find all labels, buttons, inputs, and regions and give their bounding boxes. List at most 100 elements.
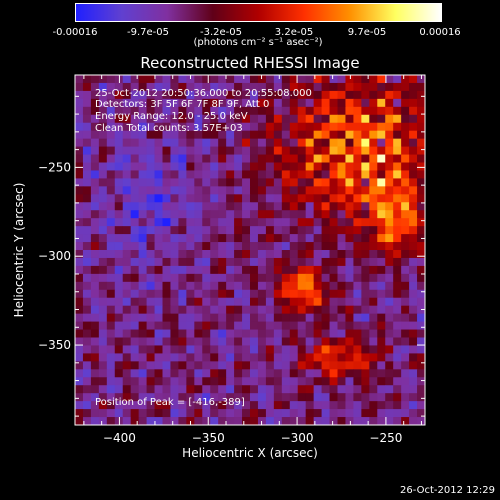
heatmap-cell bbox=[329, 130, 338, 140]
heatmap-cell bbox=[210, 186, 219, 195]
heatmap-cell bbox=[98, 257, 108, 267]
heatmap-cell bbox=[194, 353, 203, 362]
heatmap-cell bbox=[361, 162, 370, 171]
heatmap-cell bbox=[194, 202, 203, 211]
heatmap-cell bbox=[345, 154, 354, 163]
heatmap-cell bbox=[162, 289, 171, 299]
heatmap-cell bbox=[98, 138, 108, 147]
heatmap-cell bbox=[377, 250, 386, 259]
heatmap-cell bbox=[250, 377, 259, 386]
heatmap-cell bbox=[305, 417, 315, 426]
heatmap-cell bbox=[194, 250, 203, 259]
heatmap-cell bbox=[162, 202, 171, 211]
heatmap-cell bbox=[393, 122, 402, 132]
heatmap-cell bbox=[250, 265, 259, 275]
heatmap-cell bbox=[75, 90, 84, 100]
heatmap-cell bbox=[353, 154, 362, 163]
heatmap-cell bbox=[289, 234, 299, 243]
heatmap-cell bbox=[130, 401, 140, 410]
heatmap-cell bbox=[82, 265, 92, 275]
heatmap-cell bbox=[401, 313, 410, 322]
heatmap-cell bbox=[194, 337, 203, 346]
heatmap-cell bbox=[337, 385, 346, 394]
heatmap-cell bbox=[265, 90, 275, 100]
heatmap-cell bbox=[210, 321, 219, 330]
heatmap-cell bbox=[401, 377, 410, 386]
x-tick-label: −250 bbox=[369, 431, 402, 445]
heatmap-cell bbox=[273, 154, 283, 163]
colorbar-tick: 0.00016 bbox=[419, 27, 461, 38]
heatmap-cell bbox=[401, 265, 410, 275]
heatmap-cell bbox=[138, 257, 147, 267]
heatmap-cell bbox=[186, 162, 195, 171]
heatmap-cell bbox=[98, 146, 108, 155]
heatmap-cell bbox=[313, 82, 322, 92]
heatmap-cell bbox=[329, 75, 338, 84]
heatmap-cell bbox=[234, 385, 243, 394]
heatmap-cell bbox=[417, 218, 426, 227]
heatmap-cell bbox=[170, 194, 179, 203]
heatmap-cell bbox=[82, 409, 92, 418]
heatmap-cell bbox=[90, 146, 100, 155]
heatmap-cell bbox=[329, 154, 338, 163]
heatmap-cell bbox=[385, 106, 394, 116]
heatmap-cell bbox=[353, 178, 362, 187]
heatmap-cell bbox=[154, 242, 163, 251]
heatmap-cell bbox=[257, 265, 267, 275]
heatmap-cell bbox=[90, 250, 100, 259]
x-tick-label: −350 bbox=[192, 431, 225, 445]
heatmap-cell bbox=[130, 186, 140, 195]
heatmap-cell bbox=[250, 329, 259, 338]
heatmap-cell bbox=[90, 194, 100, 203]
heatmap-cell bbox=[313, 361, 322, 370]
colorbar bbox=[75, 3, 442, 22]
heatmap-cell bbox=[361, 321, 370, 330]
heatmap-cell bbox=[154, 138, 163, 147]
heatmap-cell bbox=[98, 218, 108, 227]
heatmap-cell bbox=[218, 82, 227, 92]
heatmap-cell bbox=[409, 106, 418, 116]
heatmap-cell bbox=[417, 114, 426, 124]
heatmap-cell bbox=[194, 393, 203, 402]
heatmap-cell bbox=[202, 257, 211, 267]
heatmap-cell bbox=[82, 234, 92, 243]
plot-frame bbox=[74, 74, 426, 426]
heatmap-cell bbox=[138, 122, 147, 132]
heatmap-cell bbox=[353, 281, 362, 291]
heatmap-cell bbox=[297, 226, 307, 235]
heatmap-cell bbox=[162, 98, 171, 108]
heatmap-cell bbox=[321, 369, 330, 378]
heatmap-cell bbox=[130, 345, 140, 354]
heatmap-cell bbox=[146, 242, 155, 251]
heatmap-cell bbox=[353, 146, 362, 155]
heatmap-cell bbox=[202, 218, 211, 227]
heatmap-cell bbox=[162, 409, 171, 418]
heatmap-cell bbox=[122, 114, 132, 124]
heatmap-cell bbox=[273, 234, 283, 243]
heatmap-cell bbox=[186, 146, 195, 155]
heatmap-cell bbox=[130, 281, 140, 291]
heatmap-cell bbox=[226, 257, 235, 267]
heatmap-cell bbox=[114, 329, 124, 338]
heatmap-cell bbox=[305, 345, 315, 354]
heatmap-cell bbox=[409, 202, 418, 211]
heatmap-cell bbox=[234, 273, 243, 283]
heatmap-cell bbox=[265, 194, 275, 203]
heatmap-cell bbox=[210, 377, 219, 386]
heatmap-cell bbox=[75, 305, 84, 315]
heatmap-cell bbox=[210, 218, 219, 227]
heatmap-cell bbox=[257, 250, 267, 259]
heatmap-cell bbox=[417, 393, 426, 402]
heatmap-cell bbox=[178, 234, 187, 243]
heatmap-cell bbox=[305, 353, 315, 362]
heatmap-cell bbox=[162, 250, 171, 259]
heatmap-cell bbox=[273, 226, 283, 235]
heatmap-cell bbox=[377, 417, 386, 426]
heatmap-cell bbox=[122, 273, 132, 283]
heatmap-cell bbox=[194, 170, 203, 179]
heatmap-cell bbox=[385, 393, 394, 402]
heatmap-cell bbox=[337, 194, 346, 203]
heatmap-cell bbox=[361, 281, 370, 291]
heatmap-cell bbox=[393, 377, 402, 386]
heatmap-cell bbox=[297, 162, 307, 171]
